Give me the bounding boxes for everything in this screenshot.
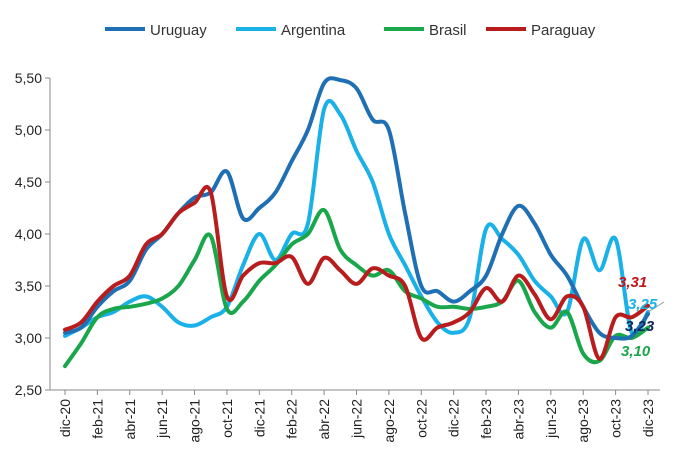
x-tick-label: feb-21 [89, 399, 105, 439]
x-tick-label: abr-23 [510, 399, 526, 440]
x-tick-label: dic-20 [57, 399, 73, 437]
end-label-uruguay: 3,23 [625, 318, 655, 335]
x-tick-label: abr-22 [316, 399, 332, 440]
y-tick-label: 2,50 [15, 382, 42, 398]
x-axis: dic-20 feb-21 abr-21 jun-21 ago-21 oct-21 dic-… [50, 389, 660, 443]
legend-label-uruguay: Uruguay [150, 22, 207, 39]
y-tick-label: 5,00 [15, 122, 42, 138]
legend-label-paraguay: Paraguay [531, 22, 596, 39]
x-tick-label: ago-23 [575, 399, 591, 443]
end-labels: 3,31 3,25 3,23 3,10 [618, 274, 665, 360]
end-label-leader [647, 301, 665, 313]
x-tick-label: dic-21 [251, 399, 267, 437]
x-tick-label: oct-21 [219, 399, 235, 438]
x-tick-label: oct-22 [413, 399, 429, 438]
x-tick-label: ago-22 [381, 399, 397, 443]
y-tick-label: 5,50 [15, 70, 42, 86]
series-line-paraguay [63, 184, 650, 361]
end-label-argentina: 3,25 [628, 296, 658, 313]
x-tick-label: jun-23 [543, 399, 559, 439]
legend-label-argentina: Argentina [281, 22, 346, 39]
y-tick-label: 4,50 [15, 174, 42, 190]
x-tick-label: jun-22 [349, 399, 365, 439]
x-tick-label: feb-23 [478, 399, 494, 439]
x-tick-label: dic-22 [446, 399, 462, 437]
series-line-brasil [63, 208, 650, 369]
legend: Uruguay Argentina Brasil Paraguay [105, 22, 596, 39]
legend-label-brasil: Brasil [429, 22, 467, 39]
x-tick-label: abr-21 [122, 399, 138, 440]
x-tick-label: jun-21 [154, 399, 170, 439]
x-tick-label: feb-22 [284, 399, 300, 439]
series-line-argentina [63, 99, 650, 338]
y-axis: 2,50 3,00 3,50 4,00 4,50 5,00 5,50 [15, 70, 51, 398]
end-label-brasil: 3,10 [621, 343, 651, 360]
y-tick-label: 3,50 [15, 278, 42, 294]
y-tick-label: 3,00 [15, 330, 42, 346]
end-label-paraguay: 3,31 [618, 274, 647, 291]
x-tick-label: dic-23 [640, 399, 656, 437]
x-tick-label: ago-21 [187, 399, 203, 443]
x-tick-label: oct-23 [608, 399, 624, 438]
y-tick-label: 4,00 [15, 226, 42, 242]
series-lines [63, 76, 650, 369]
